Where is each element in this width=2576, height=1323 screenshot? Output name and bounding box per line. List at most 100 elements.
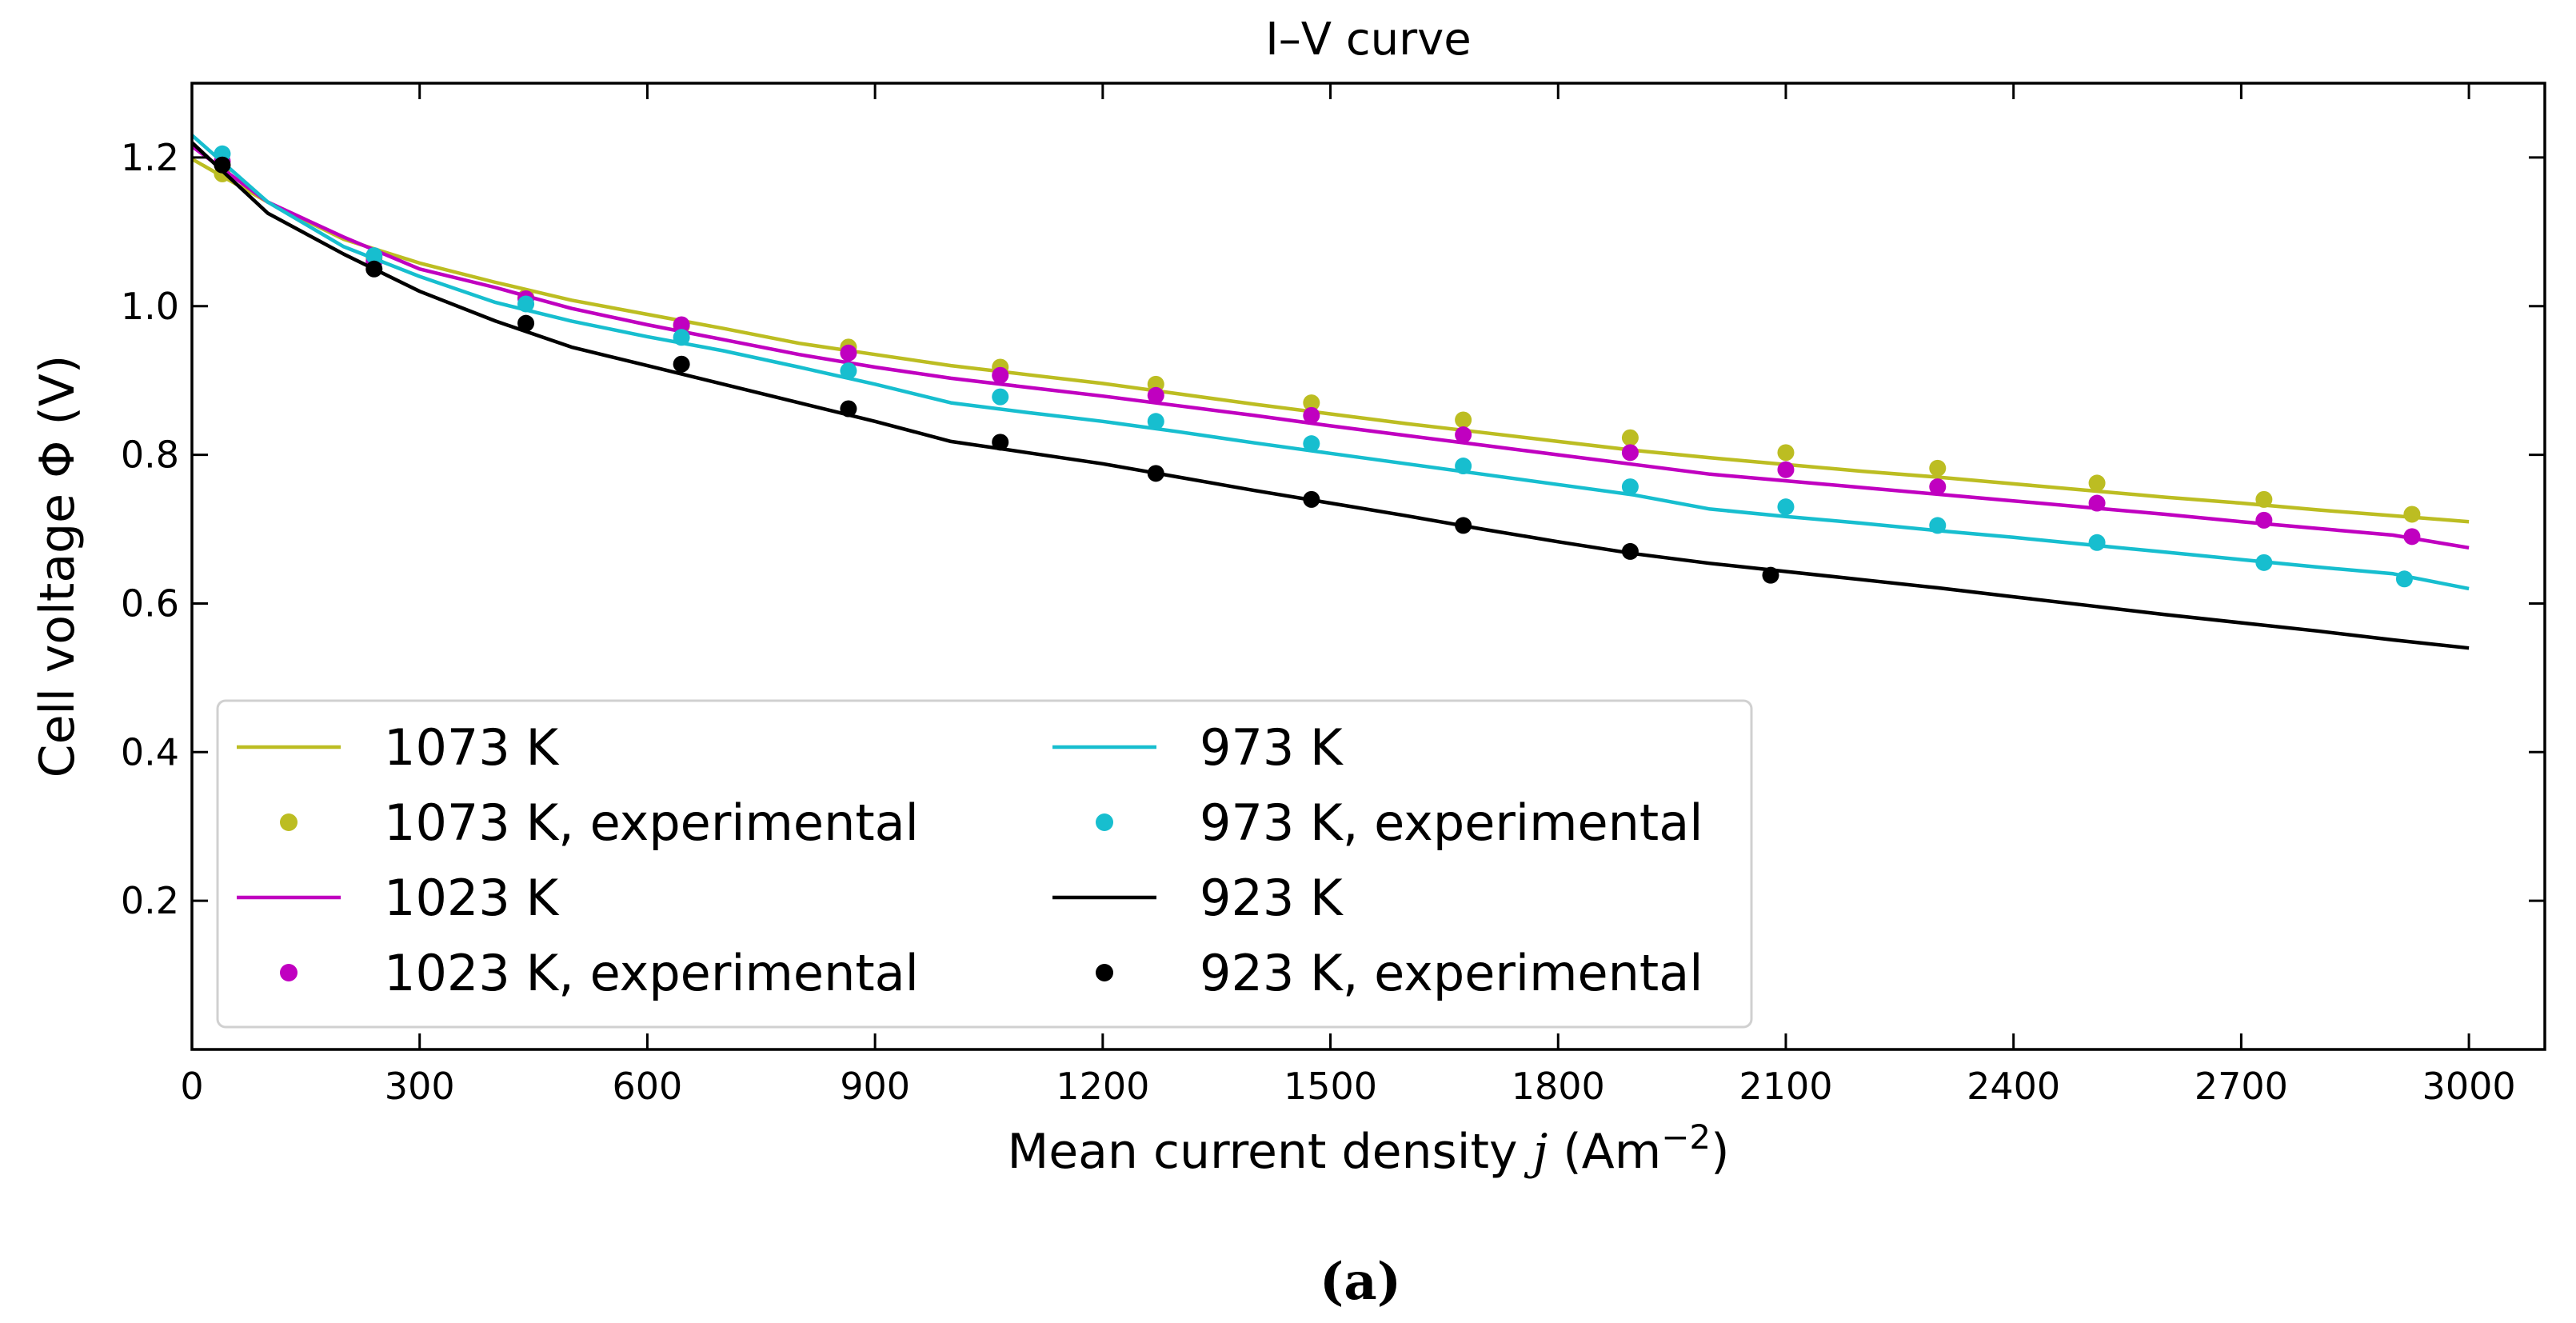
legend-marker-swatch [1096,813,1113,831]
data-point-923-k-experimental [673,355,690,373]
plot-area [192,134,2470,650]
x-tick-label: 1500 [1284,1065,1377,1108]
data-point-923-k-experimental [1303,490,1320,508]
legend-item-973-k-experimental: 973 K, experimental [1096,793,1703,852]
legend-label: 923 K, experimental [1200,944,1703,1002]
data-point-1073-k-experimental [1455,411,1472,429]
data-point-1023-k-experimental [673,316,690,334]
x-tick-label: 2100 [1739,1065,1832,1108]
data-point-973-k-experimental [2395,570,2413,588]
y-tick-label: 1.0 [121,285,179,328]
legend-item-1023-k: 1023 K [237,869,559,927]
x-tick-label: 0 [180,1065,203,1108]
data-point-973-k-experimental [992,388,1009,406]
series-group [192,134,2470,650]
data-point-1023-k-experimental [2088,494,2106,512]
chart-title: I–V curve [1265,14,1472,66]
legend-label: 1023 K [384,869,559,927]
x-axis-label-text: Mean current density [1007,1124,1532,1180]
data-point-923-k-experimental [840,400,857,418]
legend-label: 1073 K, experimental [384,793,919,852]
x-tick-label: 2700 [2195,1065,2288,1108]
data-point-1023-k-experimental [1303,406,1320,424]
legend-box [216,699,1753,1029]
data-point-973-k-experimental [1777,498,1795,516]
legend-item-1023-k-experimental: 1023 K, experimental [280,944,919,1002]
data-point-1073-k-experimental [1777,444,1795,462]
data-point-1023-k-experimental [992,366,1009,384]
legend-item-1073-k: 1073 K [237,718,559,777]
data-point-1023-k-experimental [2403,528,2421,546]
data-point-973-k-experimental [1621,478,1639,496]
legend-item-1073-k-experimental: 1073 K, experimental [280,793,919,852]
data-point-1073-k-experimental [2255,490,2273,508]
x-tick-label: 600 [613,1065,683,1108]
y-tick-label: 0.8 [121,434,179,477]
data-point-973-k-experimental [2088,534,2106,551]
x-tick-label: 1200 [1056,1065,1149,1108]
x-axis-label-close: ) [1711,1124,1729,1180]
data-point-973-k-experimental [1147,413,1164,430]
data-point-973-k-experimental [1929,517,1947,534]
data-point-1023-k-experimental [1455,426,1472,444]
data-point-923-k-experimental [1147,465,1164,482]
data-point-973-k-experimental [517,295,535,313]
data-point-973-k-experimental [1455,458,1472,475]
series-line-1023-k [192,145,2470,550]
data-point-923-k-experimental [214,156,231,174]
axes: 0 300 600 900 1200 1500 1800 2100 2400 2700 3000 0.… [121,82,2546,1108]
x-axis-label-unit: (Am [1548,1124,1661,1180]
data-point-973-k-experimental [2255,554,2273,571]
legend-label: 1073 K [384,718,559,777]
x-tick-label: 2400 [1967,1065,2060,1108]
plot-frame [190,82,2546,1051]
data-point-973-k-experimental [673,329,690,346]
legend-label: 973 K [1200,718,1344,777]
legend-marker-swatch [280,964,298,981]
data-point-973-k-experimental [365,247,383,265]
data-point-1023-k-experimental [1929,478,1947,496]
data-point-973-k-experimental [1303,435,1320,453]
data-point-923-k-experimental [1762,566,1779,584]
data-point-923-k-experimental [517,314,535,332]
legend-label: 923 K [1200,869,1344,927]
y-tick-label: 0.2 [121,879,179,922]
series-line-923-k [192,141,2470,650]
y-tick-label: 0.6 [121,582,179,625]
series-line-973-k [192,134,2470,591]
data-point-1023-k-experimental [2255,511,2273,529]
y-axis-label: Cell voltage Φ (V) [30,355,86,778]
x-tick-label: 3000 [2422,1065,2516,1108]
x-axis-label-exponent: −2 [1661,1117,1711,1157]
data-point-1073-k-experimental [1929,459,1947,477]
legend-item-923-k-experimental: 923 K, experimental [1096,944,1703,1002]
data-point-1073-k-experimental [1303,394,1320,412]
legend-item-923-k: 923 K [1052,869,1344,927]
x-tick-label: 1800 [1512,1065,1605,1108]
y-tick-label: 1.2 [121,136,179,179]
series-line-1073-k [192,157,2470,524]
legend-marker-swatch [280,813,298,831]
y-tick-label: 0.4 [121,730,179,773]
panel-label: (a) [1320,1252,1401,1312]
data-point-973-k-experimental [840,362,857,380]
data-point-1073-k-experimental [2088,474,2106,492]
data-point-1023-k-experimental [1621,444,1639,462]
data-point-923-k-experimental [1455,517,1472,534]
data-point-1073-k-experimental [2403,506,2421,523]
legend: 1073 K 1073 K, experimental 1023 K 1023 K, … [216,699,1753,1029]
data-point-1023-k-experimental [1777,461,1795,478]
data-point-923-k-experimental [992,434,1009,451]
legend-label: 973 K, experimental [1200,793,1703,852]
data-point-1023-k-experimental [840,344,857,362]
data-point-923-k-experimental [365,260,383,278]
x-tick-label: 300 [385,1065,455,1108]
labels: I–V curve Mean current density j (Am−2) Ce… [30,14,1730,1312]
legend-label: 1023 K, experimental [384,944,919,1002]
x-tick-label: 900 [840,1065,910,1108]
data-point-1023-k-experimental [1147,386,1164,404]
x-axis-label: Mean current density j (Am−2) [1007,1117,1729,1180]
data-point-1073-k-experimental [1621,429,1639,446]
legend-marker-swatch [1096,964,1113,981]
